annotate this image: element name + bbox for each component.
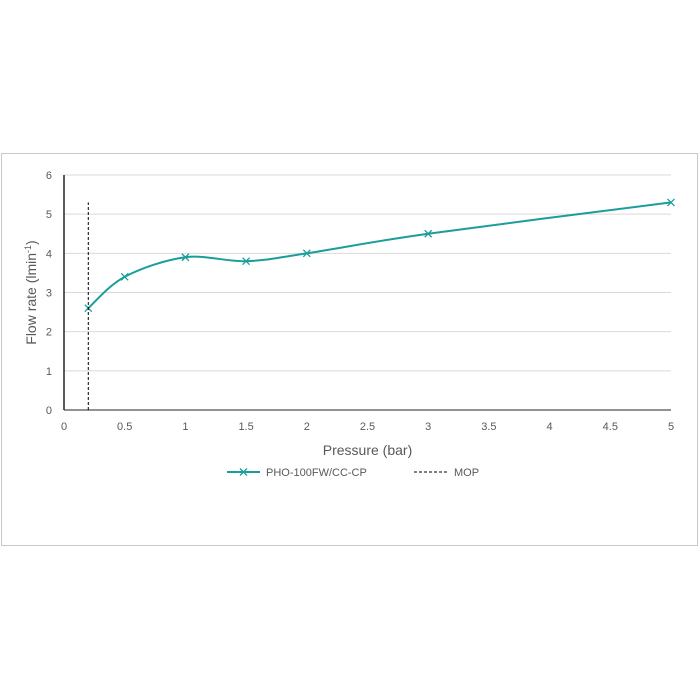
x-tick-label: 1 — [182, 421, 188, 433]
y-axis-title-sup: -1 — [23, 245, 33, 253]
y-axis-title: Flow rate (lmin-1) — [23, 240, 39, 344]
y-tick-label: 0 — [46, 405, 52, 417]
x-tick-label: 2 — [304, 421, 310, 433]
marker-stroke — [239, 468, 248, 476]
y-axis-title-close: ) — [23, 240, 39, 245]
y-tick-label: 2 — [46, 327, 52, 339]
marker-stroke — [120, 272, 129, 281]
marker-stroke — [181, 253, 190, 262]
marker-stroke — [667, 198, 675, 207]
legend: PHO-100FW/CC-CP MOP — [227, 467, 479, 479]
marker-stroke — [424, 229, 433, 238]
y-tick-label: 3 — [46, 288, 52, 300]
x-tick-label: 1.5 — [238, 421, 253, 433]
x-tick-label: 3 — [425, 421, 431, 433]
x-tick-label: 0 — [61, 421, 67, 433]
y-tick-label: 6 — [46, 170, 52, 182]
chart-svg: 0 1 2 3 4 5 6 0 0.5 1 1.5 2 2.5 3 3.5 4 4.5 5 Pressure (… — [23, 170, 675, 479]
x-tick-label: 0.5 — [117, 421, 132, 433]
y-axis-title-main: Flow rate (lmin — [23, 253, 39, 345]
legend-marker-series — [239, 468, 248, 476]
data-point-marker — [242, 257, 251, 266]
data-point-marker — [181, 253, 190, 262]
x-tick-labels: 0 0.5 1 1.5 2 2.5 3 3.5 4 4.5 5 — [61, 421, 674, 433]
legend-label-series: PHO-100FW/CC-CP — [266, 467, 367, 479]
marker-stroke — [242, 257, 251, 266]
data-point-marker — [667, 198, 675, 207]
y-tick-label: 4 — [46, 248, 52, 260]
y-tick-labels: 0 1 2 3 4 5 6 — [46, 170, 52, 417]
data-point-marker — [302, 249, 311, 258]
x-tick-label: 4 — [547, 421, 553, 433]
data-point-marker — [424, 229, 433, 238]
series-layer — [84, 198, 675, 410]
chart-frame: 0 1 2 3 4 5 6 0 0.5 1 1.5 2 2.5 3 3.5 4 4.5 5 Pressure (… — [1, 153, 698, 546]
x-tick-label: 3.5 — [481, 421, 496, 433]
gridlines — [64, 174, 671, 372]
y-tick-label: 5 — [46, 209, 52, 221]
x-axis-title: Pressure (bar) — [323, 442, 412, 458]
x-tick-label: 2.5 — [360, 421, 375, 433]
x-tick-label: 5 — [668, 421, 674, 433]
x-tick-label: 4.5 — [603, 421, 618, 433]
data-point-marker — [120, 272, 129, 281]
y-tick-label: 1 — [46, 366, 52, 378]
legend-label-mop: MOP — [454, 467, 479, 479]
series-line — [87, 201, 672, 309]
marker-stroke — [302, 249, 311, 258]
